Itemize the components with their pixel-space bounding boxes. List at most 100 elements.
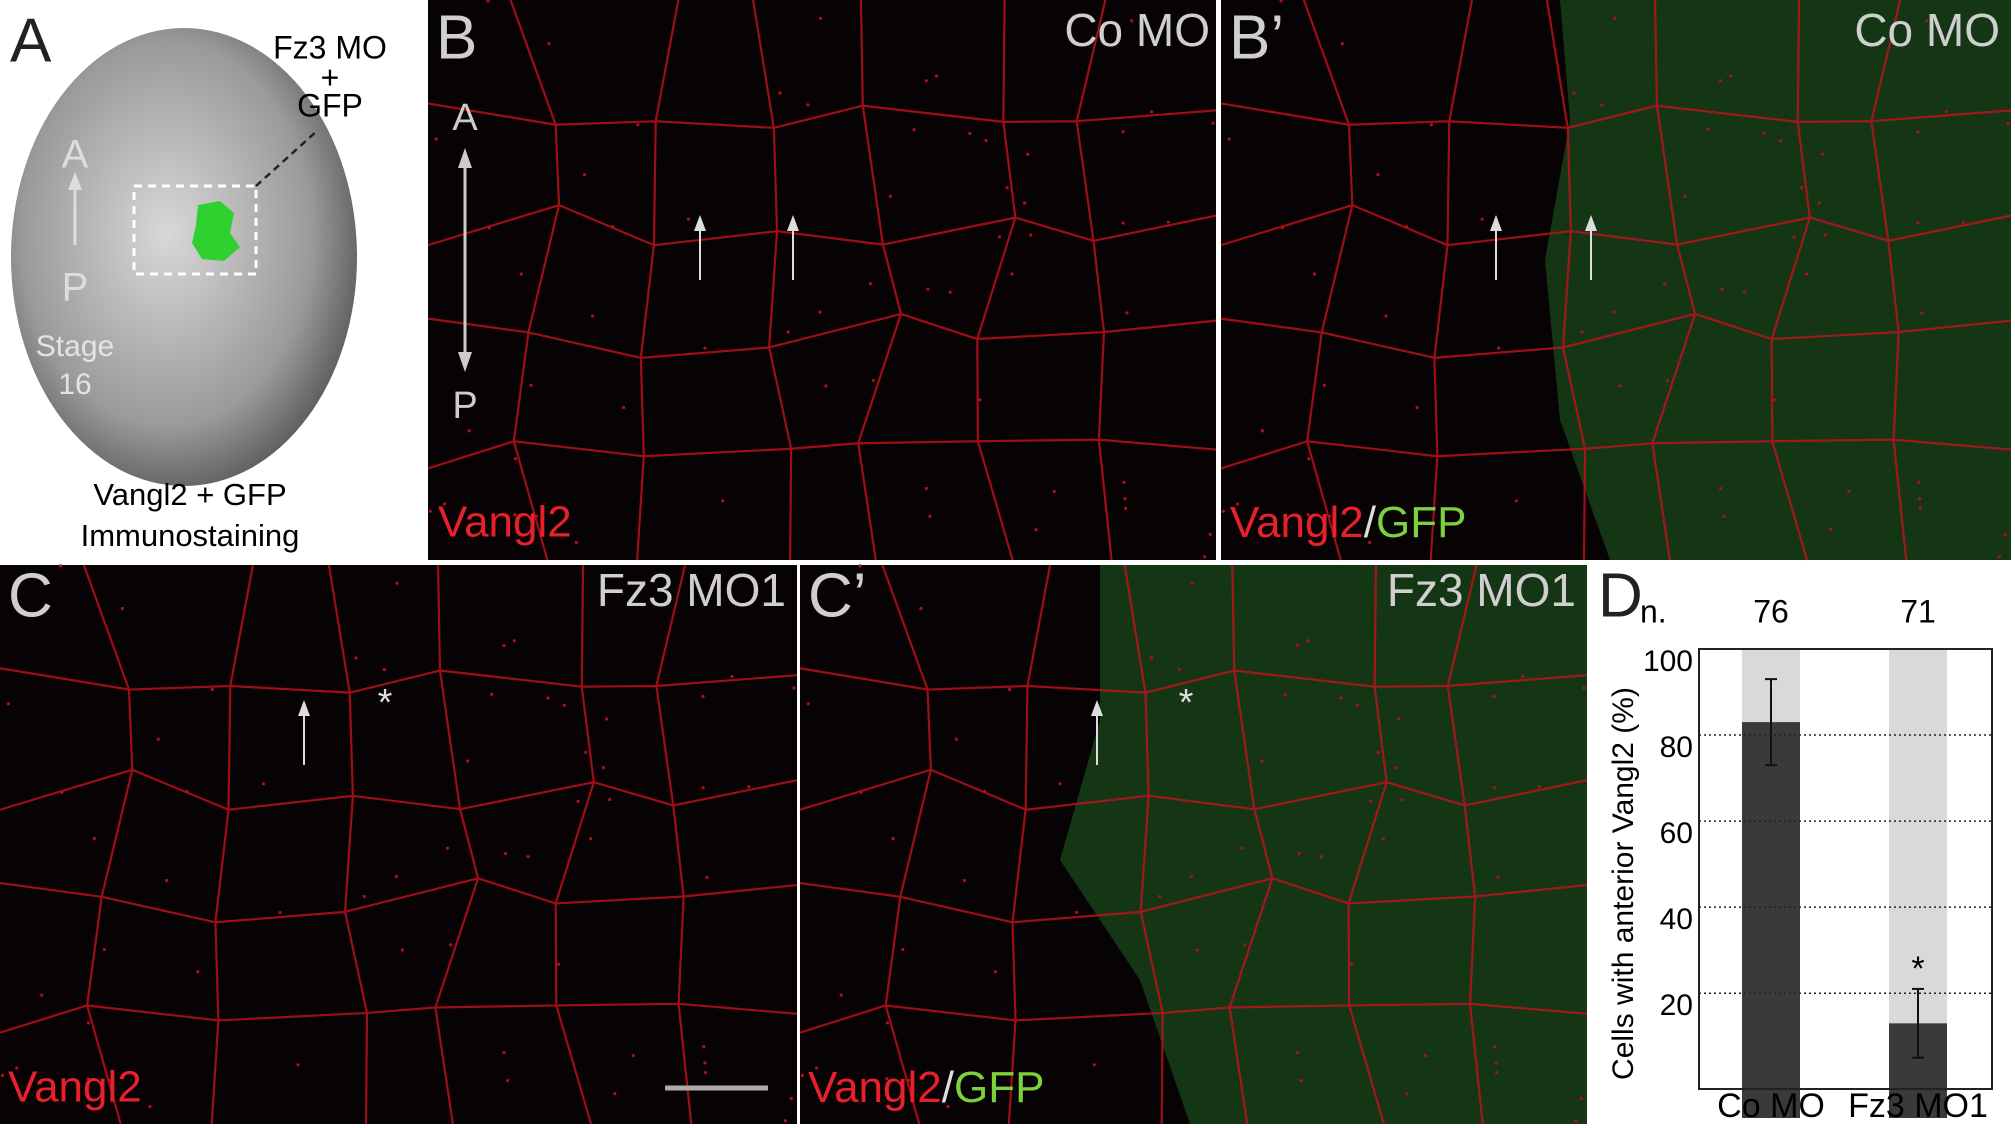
puncta — [1243, 943, 1247, 947]
puncta — [1718, 79, 1723, 83]
puncta — [1123, 497, 1127, 501]
puncta — [701, 786, 705, 790]
puncta — [1722, 514, 1726, 518]
puncta — [1279, 0, 1283, 3]
puncta — [513, 513, 517, 517]
axis-label: P — [62, 266, 89, 310]
puncta — [534, 514, 539, 518]
stain-label: Vangl2 — [8, 1063, 142, 1112]
arrow-head — [458, 148, 472, 168]
puncta — [1497, 346, 1501, 350]
puncta — [576, 799, 580, 803]
injection-label: Fz3 MO — [273, 29, 387, 65]
arrow-head — [1585, 215, 1597, 231]
puncta — [1400, 797, 1404, 802]
gfp-region — [1545, 0, 2011, 560]
puncta — [703, 346, 707, 350]
puncta — [1177, 668, 1181, 672]
condition-label: Fz3 MO1 — [597, 564, 786, 616]
puncta — [924, 79, 928, 83]
puncta — [547, 42, 551, 46]
puncta — [1189, 874, 1194, 879]
puncta — [185, 789, 189, 793]
puncta — [1034, 528, 1038, 532]
puncta — [1260, 759, 1264, 763]
puncta — [164, 878, 169, 883]
puncta — [608, 797, 612, 802]
puncta — [1920, 311, 1924, 315]
puncta — [789, 1096, 793, 1101]
panel-c-image — [0, 565, 797, 1124]
puncta — [1280, 226, 1285, 230]
puncta — [1663, 282, 1667, 286]
puncta — [806, 702, 810, 706]
y-tick-label: 100 — [1643, 645, 1693, 678]
puncta — [1355, 703, 1359, 707]
injection-label: + — [321, 59, 340, 95]
puncta — [1817, 201, 1821, 205]
puncta — [448, 943, 453, 947]
puncta — [702, 1044, 706, 1049]
puncta — [1496, 875, 1500, 879]
puncta — [993, 970, 997, 974]
puncta — [562, 703, 567, 707]
puncta — [1307, 457, 1311, 461]
puncta — [1240, 846, 1244, 850]
panel-label: C’ — [808, 561, 867, 630]
puncta — [954, 737, 958, 741]
puncta — [1480, 217, 1484, 221]
puncta — [40, 993, 44, 997]
puncta — [1612, 16, 1617, 20]
axis-label: A — [452, 97, 478, 139]
puncta — [526, 855, 530, 859]
puncta — [906, 1078, 911, 1082]
puncta — [818, 310, 822, 314]
puncta — [814, 1066, 819, 1070]
puncta — [1221, 509, 1225, 513]
puncta — [120, 606, 124, 611]
puncta — [1227, 137, 1231, 141]
puncta — [928, 514, 932, 518]
puncta — [1847, 489, 1851, 494]
puncta — [582, 172, 587, 177]
puncta — [442, 502, 447, 506]
puncta — [1029, 233, 1033, 237]
stain-label: Vangl2/GFP — [808, 1063, 1044, 1112]
puncta — [1618, 384, 1622, 388]
injection-label: GFP — [297, 87, 363, 123]
puncta — [1944, 110, 1949, 114]
panel-label: B’ — [1229, 3, 1284, 72]
y-axis-label: Cells with anterior Vangl2 (%) — [1607, 687, 1640, 1080]
puncta — [1052, 489, 1056, 494]
puncta — [1312, 272, 1317, 276]
puncta — [400, 948, 405, 952]
puncta — [502, 1050, 506, 1055]
puncta — [968, 131, 972, 135]
puncta — [1918, 506, 1922, 510]
puncta — [1772, 398, 1777, 402]
panel-label: B — [436, 3, 477, 72]
puncta — [934, 74, 939, 78]
puncta — [1495, 1070, 1499, 1075]
puncta — [395, 581, 399, 585]
puncta — [1296, 644, 1300, 648]
puncta — [1319, 855, 1324, 859]
puncta — [613, 1092, 617, 1096]
stage-label: 16 — [58, 368, 91, 401]
puncta — [984, 139, 988, 143]
puncta — [705, 875, 709, 879]
x-tick-label: Co MO — [1717, 1087, 1825, 1125]
puncta — [1150, 110, 1154, 114]
panel-label: C — [8, 561, 53, 630]
puncta — [806, 103, 810, 107]
puncta — [445, 846, 450, 850]
puncta — [1762, 131, 1766, 135]
puncta — [546, 696, 550, 700]
puncta — [1208, 532, 1212, 537]
puncta — [1394, 766, 1398, 770]
puncta — [997, 235, 1002, 239]
puncta — [1683, 194, 1687, 198]
puncta — [584, 750, 588, 754]
puncta — [354, 656, 358, 660]
puncta — [1494, 1061, 1498, 1065]
